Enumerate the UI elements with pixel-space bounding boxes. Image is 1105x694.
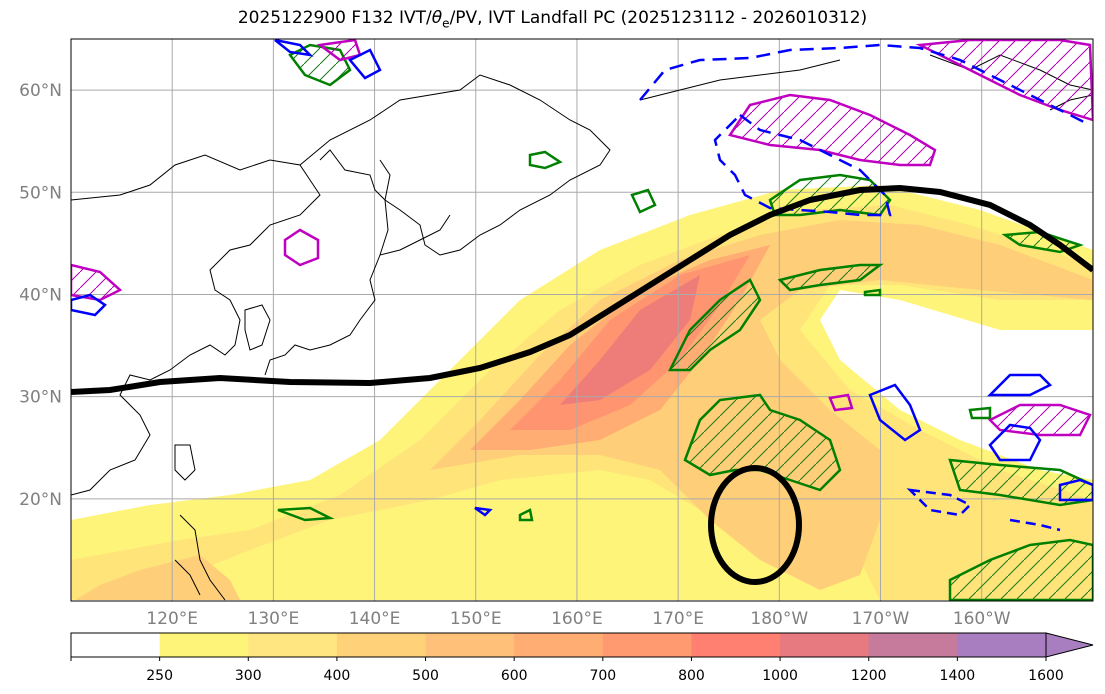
colorbar-segment [691, 633, 781, 657]
colorbar-tick-label: 300 [235, 668, 262, 684]
colorbar: 250 300 400 500 600 700 800 1000 1200 1400 1600 [70, 632, 1094, 684]
ivt-1000 [560, 275, 700, 405]
longitude-labels: 120°E 130°E 140°E 150°E 160°E 170°E 180°W 170°W… [146, 609, 1010, 629]
latitude-label: 40°N [19, 285, 62, 305]
pv-negative-contours [71, 39, 1093, 532]
longitude-label: 170°W [852, 609, 910, 629]
colorbar-tick-label: 1600 [1028, 668, 1064, 684]
ivt-shading [71, 185, 1093, 600]
ivt-sw-400 [75, 555, 240, 600]
longitude-label: 130°E [248, 609, 300, 629]
latitude-label: 30°N [19, 388, 62, 408]
map-title: 2025122900 F132 IVT/θe/PV, IVT Landfall … [237, 8, 868, 31]
longitude-label: 170°E [652, 609, 704, 629]
colorbar-tick-label: 1400 [940, 668, 976, 684]
colorbar-tick-label: 400 [324, 668, 351, 684]
colorbar-segment [868, 633, 958, 657]
latitude-label: 60°N [19, 81, 62, 101]
latitude-labels: 60°N 50°N 40°N 30°N 20°N [19, 81, 62, 510]
longitude-label: 160°E [551, 609, 603, 629]
colorbar-segment [248, 633, 338, 657]
colorbar-segment [957, 633, 1047, 657]
colorbar-tick-label: 600 [501, 668, 528, 684]
longitude-label: 180°W [750, 609, 808, 629]
colorbar-segment [71, 633, 161, 657]
colorbar-tick-label: 700 [589, 668, 616, 684]
latitude-label: 20°N [19, 490, 62, 510]
colorbar-extend-arrow [1045, 632, 1094, 658]
latitude-label: 50°N [19, 183, 62, 203]
pv-positive-contours [71, 39, 1093, 437]
colorbar-segment [780, 633, 870, 657]
colorbar-segment [336, 633, 427, 657]
colorbar-tick-label: 1200 [851, 668, 887, 684]
colorbar-segment [602, 633, 692, 657]
colorbar-tick-label: 250 [146, 668, 173, 684]
colorbar-tick-label: 1000 [762, 668, 798, 684]
colorbar-frame [70, 632, 1047, 658]
longitude-label: 150°E [450, 609, 502, 629]
colorbar-segment [159, 633, 249, 657]
longitude-label: 140°E [349, 609, 401, 629]
landfall-pc-contours [71, 184, 1093, 585]
longitude-label: 120°E [146, 609, 198, 629]
colorbar-tick-label: 500 [412, 668, 439, 684]
colorbar-segment [514, 633, 604, 657]
longitude-label: 160°W [953, 609, 1011, 629]
colorbar-tick-label: 800 [678, 668, 705, 684]
colorbar-segment [425, 633, 515, 657]
map-frame [70, 38, 1094, 602]
